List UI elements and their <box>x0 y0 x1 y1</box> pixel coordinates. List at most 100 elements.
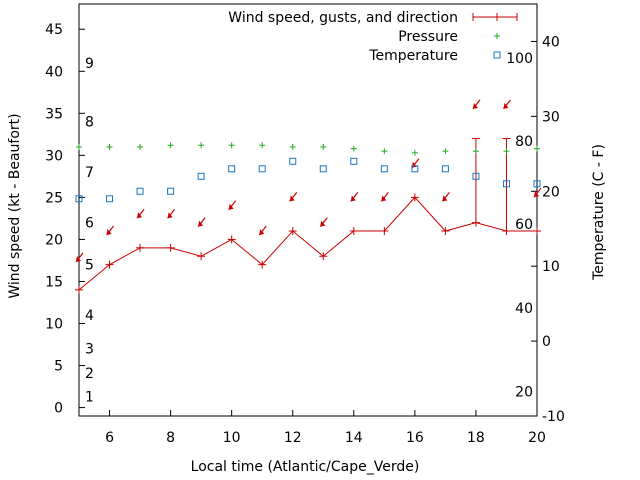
y2-tick-label: 10 <box>542 259 560 275</box>
x-tick-label: 10 <box>223 430 241 446</box>
legend-label: Temperature <box>368 48 458 64</box>
legend-temperature-symbol <box>493 51 501 59</box>
temperature-point <box>228 165 236 173</box>
y-tick-label: 15 <box>45 274 63 290</box>
wind-speed-point <box>227 235 236 244</box>
wind-speed-point <box>75 285 83 294</box>
pressure-point <box>534 145 540 152</box>
temperature-point <box>136 187 144 195</box>
y-tick-label: 45 <box>45 22 63 38</box>
pressure-point <box>350 145 357 152</box>
pressure-point <box>76 143 82 150</box>
y2-tick-label: 20 <box>542 184 560 200</box>
y-axis-title: Wind speed (kt - Beaufort) <box>7 113 23 298</box>
x-tick-label: 14 <box>345 430 363 446</box>
pressure-point <box>137 143 144 150</box>
y-tick-label: 40 <box>45 64 63 80</box>
x-tick-label: 12 <box>284 430 302 446</box>
pressure-point <box>289 143 296 150</box>
wind-direction-arrow <box>289 192 298 202</box>
wind-speed-point <box>105 260 114 269</box>
beaufort-label: 5 <box>85 258 94 274</box>
wind-speed-point <box>380 227 389 236</box>
y2-tick-label: -10 <box>542 409 565 425</box>
pressure-point <box>503 148 510 155</box>
fahrenheit-label: 80 <box>515 134 533 150</box>
beaufort-label: 2 <box>85 366 94 382</box>
wind-direction-arrow <box>502 99 511 110</box>
temperature-point <box>106 195 114 203</box>
wind-speed-point <box>197 252 206 261</box>
fahrenheit-label: 100 <box>506 51 533 67</box>
wind-direction-arrow <box>228 200 237 211</box>
wind-direction-arrow <box>533 187 542 198</box>
y-tick-label: 5 <box>54 359 63 375</box>
temperature-point <box>380 165 388 173</box>
legend-pressure-symbol <box>494 33 500 39</box>
pressure-point <box>381 148 388 155</box>
pressure-point <box>411 149 418 156</box>
temperature-point <box>167 187 175 195</box>
temperature-point <box>441 165 449 173</box>
x-tick-label: 16 <box>406 430 424 446</box>
pressure-point <box>259 142 266 149</box>
wind-direction-arrow <box>380 192 389 202</box>
y-tick-label: 0 <box>54 401 63 417</box>
wind-direction-arrow <box>106 225 115 236</box>
temperature-point <box>197 172 205 180</box>
wind-speed-point <box>258 260 267 269</box>
pressure-point <box>106 143 113 150</box>
temperature-point <box>533 180 541 188</box>
y-tick-label: 10 <box>45 317 63 333</box>
x-tick-label: 6 <box>105 430 114 446</box>
temperature-point <box>472 172 480 180</box>
wind-speed-point <box>533 227 541 236</box>
wind-speed-line <box>78 196 537 291</box>
legend-wind-symbol <box>472 13 518 21</box>
temperature-point <box>502 180 510 188</box>
pressure-point <box>198 142 205 149</box>
wind-direction-arrow <box>75 252 84 263</box>
fahrenheit-label: 20 <box>515 384 533 400</box>
wind-speed-point <box>319 252 328 261</box>
y2-axis-title: Temperature (C - F) <box>591 144 607 281</box>
plot-frame <box>78 3 538 417</box>
pressure-point <box>228 142 235 149</box>
y-tick-label: 30 <box>45 148 63 164</box>
wind-direction-arrow <box>136 208 145 219</box>
x-tick-label: 8 <box>166 430 175 446</box>
temperature-point <box>350 157 358 165</box>
wind-direction-arrow <box>197 217 206 227</box>
wind-speed-point <box>441 227 450 236</box>
legend-label: Wind speed, gusts, and direction <box>228 10 458 26</box>
pressure-point <box>442 148 449 155</box>
wind-speed-point <box>349 227 358 236</box>
wind-speed-point <box>166 243 175 252</box>
wind-direction-arrow <box>441 192 450 202</box>
wind-direction-arrow <box>167 208 176 219</box>
temperature-point <box>289 157 297 165</box>
fahrenheit-label: 40 <box>515 301 533 317</box>
beaufort-label: 7 <box>85 165 94 181</box>
temperature-point <box>411 165 419 173</box>
y2-tick-label: 30 <box>542 109 560 125</box>
wind-direction-arrow <box>472 99 481 110</box>
fahrenheit-label: 60 <box>515 217 533 233</box>
temperature-point <box>75 195 83 203</box>
x-tick-label: 18 <box>467 430 485 446</box>
y2-tick-label: 40 <box>542 34 560 50</box>
y2-tick-label: 0 <box>542 334 551 350</box>
x-tick-label: 20 <box>528 430 546 446</box>
beaufort-label: 3 <box>85 342 94 358</box>
y-tick-label: 35 <box>45 106 63 122</box>
wind-direction-arrow <box>350 192 359 202</box>
wind-speed-point <box>288 227 297 236</box>
temperature-point <box>319 165 327 173</box>
wind-speed-point <box>410 193 419 202</box>
wind-speed-point <box>136 243 145 252</box>
pressure-point <box>472 148 479 155</box>
legend-label: Pressure <box>398 29 458 45</box>
temperature-point <box>258 165 266 173</box>
beaufort-label: 4 <box>85 308 94 324</box>
